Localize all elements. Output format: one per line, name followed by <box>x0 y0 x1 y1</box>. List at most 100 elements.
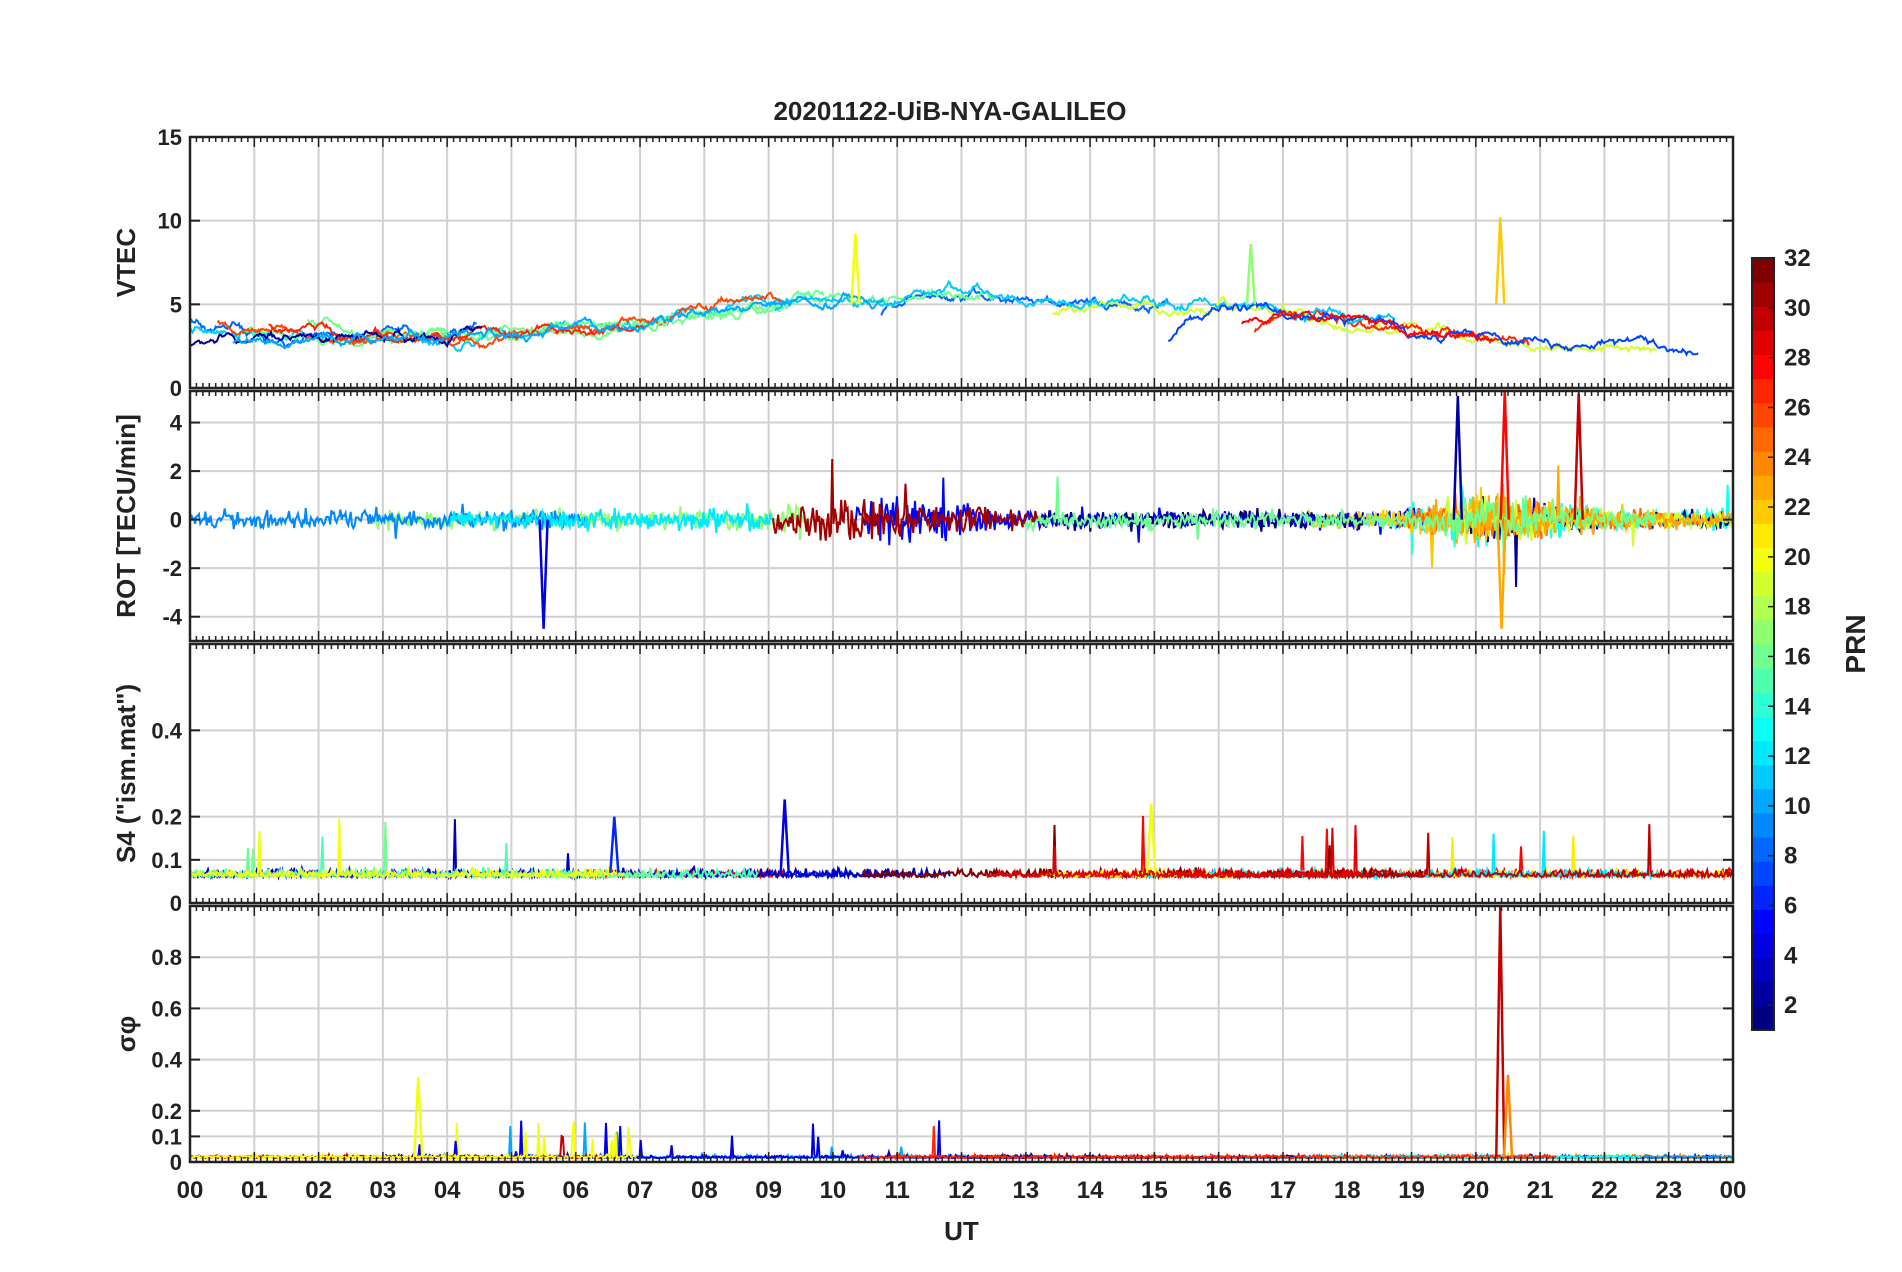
colorbar-swatch <box>1752 885 1774 910</box>
s4-series-prn-20 <box>190 818 626 881</box>
panel-vtec: 0 5 10 15 VTEC <box>111 125 1735 401</box>
rot-peak-3 <box>1496 519 1507 629</box>
colorbar-tick-label: 26 <box>1784 394 1811 421</box>
colorbar-swatch <box>1752 547 1774 573</box>
colorbar-swatch <box>1752 354 1774 380</box>
x-tick-label: 14 <box>1077 1177 1104 1204</box>
s4-series-group <box>190 799 1733 881</box>
x-tick-label: 00 <box>1720 1177 1747 1204</box>
x-axis-label: UT <box>944 1216 979 1246</box>
s4-ytick-label: 0.2 <box>151 805 182 830</box>
vtec-ytick-label: 10 <box>158 209 182 234</box>
rot-peak-1 <box>1452 395 1464 520</box>
colorbar-swatch <box>1752 595 1774 621</box>
sigma_phi-peak-1 <box>1502 1074 1514 1157</box>
colorbar-tick-label: 32 <box>1784 245 1811 272</box>
x-tick-label: 21 <box>1527 1177 1554 1204</box>
vtec-ylabel: VTEC <box>111 228 141 298</box>
sigma_phi-series-prn-20 <box>190 1122 638 1161</box>
colorbar-tick-label: 8 <box>1784 843 1797 870</box>
sigma_phi-ytick-label: 0.8 <box>151 945 182 970</box>
colorbar-tick-label: 10 <box>1784 793 1811 820</box>
colorbar-swatch <box>1752 378 1774 404</box>
sigma_phi-peak-0 <box>1495 906 1506 1157</box>
x-tick-label: 12 <box>948 1177 975 1204</box>
colorbar-swatch <box>1752 571 1774 597</box>
rot-peak-0 <box>538 519 549 629</box>
colorbar-swatch <box>1752 716 1774 742</box>
s4-peak-1 <box>1145 803 1157 873</box>
x-tick-label: 22 <box>1591 1177 1618 1204</box>
colorbar-tick-label: 2 <box>1784 992 1797 1019</box>
sigma_phi-peak-2 <box>412 1077 424 1157</box>
x-tick-label: 04 <box>434 1177 461 1204</box>
x-tick-label: 09 <box>755 1177 782 1204</box>
x-tick-label: 10 <box>820 1177 847 1204</box>
sigma_phi-ylabel: σφ <box>111 1016 141 1052</box>
vtec-ytick-label: 5 <box>170 292 182 317</box>
rot-peak-2 <box>1499 391 1511 520</box>
rot-ytick-label: 2 <box>170 459 182 484</box>
rot-ytick-label: -2 <box>162 556 182 581</box>
colorbar-swatch <box>1752 402 1774 428</box>
s4-peak-0 <box>779 799 790 873</box>
vtec-series-prn-2 <box>190 325 483 348</box>
colorbar-swatch <box>1752 330 1774 356</box>
rot-series-group <box>190 391 1733 629</box>
sigma_phi-grid <box>190 906 1733 1163</box>
colorbar-tick-label: 6 <box>1784 892 1797 919</box>
colorbar-swatch <box>1752 861 1774 886</box>
colorbar-tick-label: 12 <box>1784 743 1811 770</box>
x-tick-label: 15 <box>1141 1177 1168 1204</box>
colorbar-swatch <box>1752 692 1774 717</box>
x-tick-label: 20 <box>1462 1177 1489 1204</box>
vtec-peak-0 <box>1495 217 1506 305</box>
sigma_phi-ytick-label: 0.1 <box>151 1124 182 1149</box>
rot-series-prn-17 <box>374 502 808 540</box>
vtec-series-prn-8 <box>880 286 1171 316</box>
colorbar-swatch <box>1752 837 1774 862</box>
rot-series-prn-31 <box>772 458 1046 541</box>
x-tick-label: 11 <box>885 1177 910 1204</box>
vtec-peak-1 <box>850 233 861 305</box>
s4-series-prn-29 <box>985 825 1368 881</box>
vtec-series-prn-16 <box>306 289 825 342</box>
x-tick-label: 07 <box>627 1177 654 1204</box>
x-tick-label: 03 <box>370 1177 397 1204</box>
vtec-peak-2 <box>1245 244 1257 305</box>
vtec-series-prn-28 <box>1241 309 1495 342</box>
rot-series-prn-16 <box>1023 476 1657 551</box>
vtec-series-prn-7 <box>1167 301 1699 357</box>
rot-ylabel: ROT [TECU/min] <box>111 414 141 618</box>
panel-sigma_phi: 00.10.2 0.4 0.6 0.8 σφ <box>111 904 1735 1175</box>
vtec-series-prn-10 <box>232 291 885 350</box>
rot-ytick-label: 0 <box>170 508 182 533</box>
colorbar-tick-label: 28 <box>1784 345 1811 372</box>
vtec-ytick-label: 15 <box>158 125 182 150</box>
x-tick-label: 00 <box>177 1177 204 1204</box>
colorbar-swatch <box>1752 764 1774 790</box>
x-tick-label: 16 <box>1205 1177 1232 1204</box>
colorbar-swatch <box>1752 933 1774 959</box>
sigma_phi-series-prn-27 <box>857 1126 1557 1161</box>
colorbar-swatch <box>1752 451 1774 476</box>
colorbar-swatch <box>1752 1005 1774 1031</box>
colorbar-swatch <box>1752 957 1774 983</box>
x-tick-label: 19 <box>1398 1177 1425 1204</box>
s4-ytick-label: 0.1 <box>151 848 182 873</box>
panel-rot: -4 -2 0 2 4 ROT [TECU/min] <box>111 389 1735 643</box>
colorbar-swatch <box>1752 499 1774 524</box>
s4-ytick-label: 0.4 <box>151 718 182 743</box>
s4-ytick-label: 0 <box>170 891 182 916</box>
colorbar-tick-label: 22 <box>1784 494 1811 521</box>
colorbar-swatch <box>1752 909 1774 935</box>
colorbar-tick-label: 24 <box>1784 444 1811 471</box>
colorbar-tick-label: 18 <box>1784 594 1811 621</box>
vtec-ytick-label: 0 <box>170 376 182 401</box>
colorbar-label: PRN <box>1840 614 1871 673</box>
colorbar-tick-label: 4 <box>1784 942 1798 969</box>
x-tick-label: 13 <box>1012 1177 1039 1204</box>
sigma_phi-ytick-label: 0.4 <box>151 1048 182 1073</box>
colorbar-swatch <box>1752 523 1774 549</box>
